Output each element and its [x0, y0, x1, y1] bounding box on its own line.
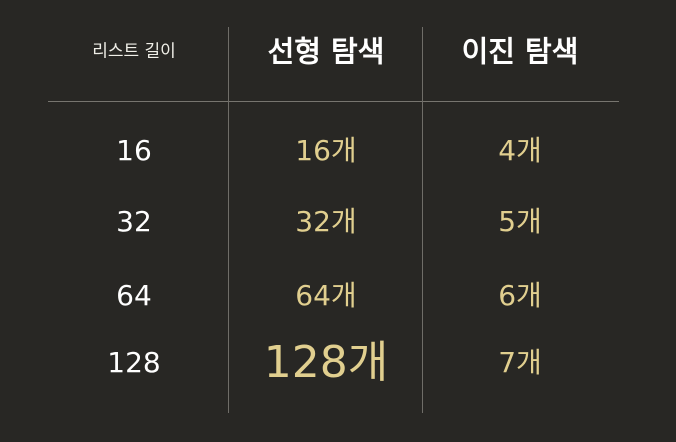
row-2-binary: 5개 — [498, 205, 542, 238]
column-divider-2 — [422, 27, 423, 413]
row-2-linear: 32개 — [295, 205, 357, 238]
row-3-length: 64 — [116, 279, 152, 312]
header-list-length: 리스트 길이 — [92, 41, 176, 62]
column-divider-1 — [228, 27, 229, 413]
row-1-linear: 16개 — [295, 134, 357, 167]
row-4-binary: 7개 — [498, 346, 542, 379]
row-4-linear: 128개 — [263, 337, 389, 388]
row-3-linear: 64개 — [295, 279, 357, 312]
row-1-length: 16 — [116, 134, 152, 167]
row-4-length: 128 — [107, 346, 161, 379]
row-2-length: 32 — [116, 205, 152, 238]
header-divider — [48, 101, 619, 102]
header-binary-search: 이진 탐색 — [461, 34, 579, 69]
header-linear-search: 선형 탐색 — [267, 34, 385, 69]
row-1-binary: 4개 — [498, 134, 542, 167]
row-3-binary: 6개 — [498, 279, 542, 312]
